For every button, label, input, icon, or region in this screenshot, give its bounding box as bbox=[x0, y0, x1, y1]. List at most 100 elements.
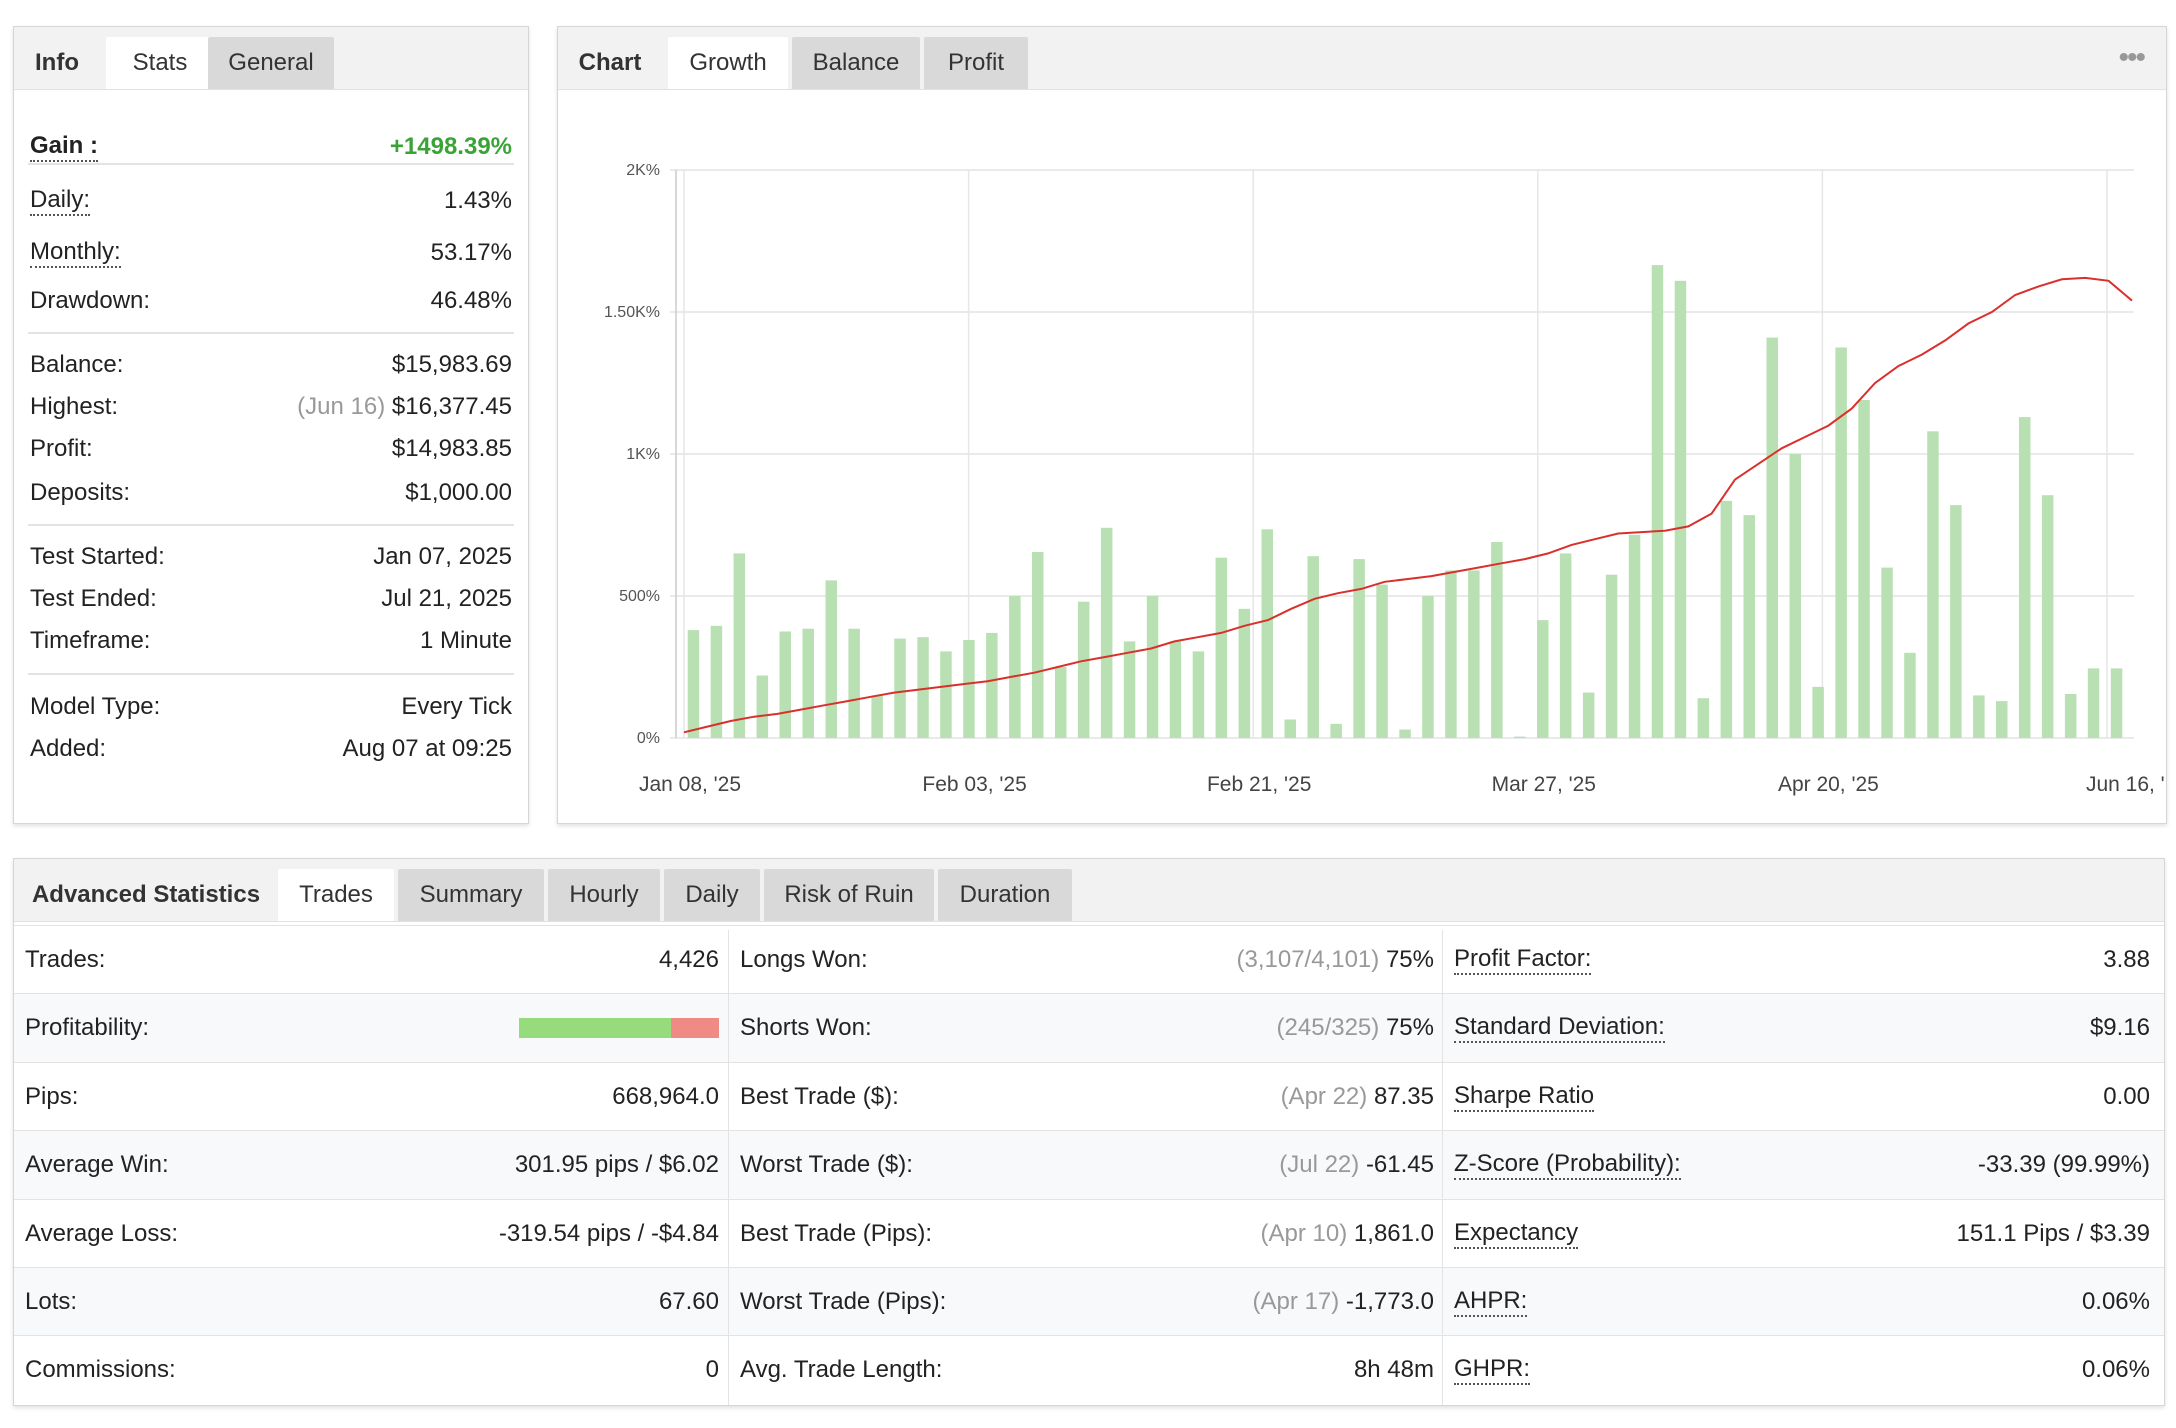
tab-profit[interactable]: Profit bbox=[924, 37, 1028, 89]
x-tick-label: Feb 21, '25 bbox=[1207, 773, 1311, 796]
growth-bar[interactable] bbox=[1032, 552, 1044, 738]
stat-value: 75% bbox=[1385, 946, 1434, 973]
growth-bar[interactable] bbox=[1674, 280, 1687, 738]
highest-label: Highest: bbox=[30, 393, 119, 420]
tab-risk-of-ruin[interactable]: Risk of Ruin bbox=[764, 869, 934, 921]
tab-daily[interactable]: Daily bbox=[664, 869, 760, 921]
growth-bar[interactable] bbox=[2087, 668, 2100, 738]
growth-bar[interactable] bbox=[2110, 668, 2123, 738]
growth-bar[interactable] bbox=[1215, 557, 1228, 738]
stat-label[interactable]: Standard Deviation: bbox=[1454, 1013, 1665, 1044]
growth-bar[interactable] bbox=[848, 628, 860, 738]
stat-value-group: (Apr 22) 87.35 bbox=[1281, 1083, 1434, 1111]
stat-value: 0.06% bbox=[2081, 1356, 2150, 1384]
stat-label[interactable]: Profit Factor: bbox=[1454, 945, 1592, 975]
growth-bar[interactable] bbox=[1973, 695, 1985, 738]
growth-bar[interactable] bbox=[1743, 515, 1756, 738]
growth-bar[interactable] bbox=[940, 651, 952, 738]
growth-bar[interactable] bbox=[917, 637, 929, 738]
tab-info[interactable]: Info bbox=[35, 49, 79, 76]
growth-bar[interactable] bbox=[1422, 596, 1434, 738]
growth-bar[interactable] bbox=[1835, 347, 1847, 739]
growth-bar[interactable] bbox=[1284, 719, 1297, 739]
growth-bar[interactable] bbox=[1123, 641, 1136, 738]
tab-summary[interactable]: Summary bbox=[398, 869, 544, 921]
tab-balance[interactable]: Balance bbox=[792, 37, 920, 89]
growth-bar[interactable] bbox=[1605, 574, 1618, 738]
growth-bar[interactable] bbox=[1812, 686, 1824, 738]
growth-bar[interactable] bbox=[1353, 559, 1365, 738]
tab-trades[interactable]: Trades bbox=[278, 869, 394, 921]
growth-bar[interactable] bbox=[1192, 651, 1205, 738]
gain-label[interactable]: Gain : bbox=[30, 132, 99, 162]
growth-bar[interactable] bbox=[871, 695, 883, 738]
divider bbox=[28, 524, 514, 526]
growth-bar[interactable] bbox=[2064, 694, 2077, 738]
stat-label[interactable]: Sharpe Ratio bbox=[1454, 1082, 1595, 1112]
growth-bar[interactable] bbox=[802, 628, 815, 738]
growth-bar[interactable] bbox=[1766, 337, 1779, 738]
growth-bar[interactable] bbox=[1146, 596, 1159, 738]
growth-bar[interactable] bbox=[1468, 570, 1480, 738]
growth-bar[interactable] bbox=[1858, 400, 1870, 738]
tab-chart[interactable]: Chart bbox=[578, 49, 642, 76]
growth-bar[interactable] bbox=[986, 632, 998, 738]
growth-bar[interactable] bbox=[733, 553, 746, 738]
stat-label[interactable]: Z-Score (Probability): bbox=[1454, 1150, 1681, 1181]
stat-value-group: (Apr 10) 1,861.0 bbox=[1261, 1220, 1434, 1248]
growth-bar[interactable] bbox=[963, 640, 975, 738]
monthly-label[interactable]: Monthly: bbox=[30, 238, 121, 268]
growth-bar[interactable] bbox=[1077, 601, 1090, 738]
growth-bar[interactable] bbox=[1628, 534, 1641, 738]
growth-bar[interactable] bbox=[1881, 567, 1893, 738]
growth-bar[interactable] bbox=[1904, 652, 1916, 738]
growth-bar[interactable] bbox=[1261, 529, 1274, 738]
stat-cell: GHPR: 0.06% bbox=[1454, 1336, 2150, 1404]
growth-bar[interactable] bbox=[1582, 692, 1595, 738]
tab-duration[interactable]: Duration bbox=[938, 869, 1072, 921]
growth-bar[interactable] bbox=[1720, 500, 1733, 738]
tab-stats[interactable]: Stats bbox=[106, 37, 214, 89]
growth-bar[interactable] bbox=[1514, 736, 1526, 738]
stat-value: -61.45 bbox=[1365, 1151, 1434, 1179]
growth-bar[interactable] bbox=[825, 580, 838, 738]
more-horizontal-icon[interactable]: ••• bbox=[2118, 41, 2145, 74]
growth-bar[interactable] bbox=[756, 675, 769, 739]
tab-hourly[interactable]: Hourly bbox=[548, 869, 660, 921]
stat-label[interactable]: Expectancy bbox=[1454, 1219, 1579, 1249]
growth-bar[interactable] bbox=[1445, 570, 1457, 738]
growth-bar[interactable] bbox=[1927, 431, 1939, 738]
stat-label[interactable]: GHPR: bbox=[1454, 1355, 1531, 1386]
growth-bar[interactable] bbox=[1376, 584, 1388, 738]
growth-bar[interactable] bbox=[1238, 608, 1251, 738]
growth-bar[interactable] bbox=[1399, 729, 1411, 739]
stat-cell: Worst Trade (Pips): (Apr 17) -1,773.0 bbox=[740, 1268, 1434, 1336]
growth-bar[interactable] bbox=[779, 631, 792, 739]
stat-label[interactable]: AHPR: bbox=[1454, 1287, 1528, 1317]
growth-bar[interactable] bbox=[1651, 265, 1664, 738]
growth-bar[interactable] bbox=[2041, 495, 2054, 738]
growth-bar[interactable] bbox=[894, 638, 906, 738]
growth-bar[interactable] bbox=[1537, 620, 1549, 738]
growth-bar[interactable] bbox=[1009, 596, 1021, 738]
stat-label: Worst Trade (Pips): bbox=[740, 1288, 947, 1315]
growth-bar[interactable] bbox=[1789, 454, 1802, 738]
stat-cell: Profit Factor: 3.88 bbox=[1454, 926, 2150, 994]
daily-label[interactable]: Daily: bbox=[30, 186, 91, 216]
growth-bar[interactable] bbox=[1307, 556, 1320, 738]
growth-bar[interactable] bbox=[2019, 417, 2031, 738]
growth-bar[interactable] bbox=[1697, 698, 1710, 738]
tab-general[interactable]: General bbox=[208, 37, 334, 89]
growth-bar[interactable] bbox=[1559, 553, 1572, 738]
growth-bar[interactable] bbox=[1100, 527, 1113, 738]
stat-note: (Apr 17) bbox=[1252, 1288, 1340, 1315]
growth-bar[interactable] bbox=[1169, 641, 1182, 738]
growth-bar[interactable] bbox=[1491, 542, 1503, 738]
growth-bar[interactable] bbox=[1950, 505, 1962, 738]
growth-bar[interactable] bbox=[1330, 723, 1342, 738]
growth-bar[interactable] bbox=[687, 630, 700, 738]
growth-bar[interactable] bbox=[1996, 701, 2008, 738]
growth-bar[interactable] bbox=[710, 625, 723, 738]
growth-bar[interactable] bbox=[1055, 667, 1067, 738]
tab-growth[interactable]: Growth bbox=[668, 37, 788, 89]
